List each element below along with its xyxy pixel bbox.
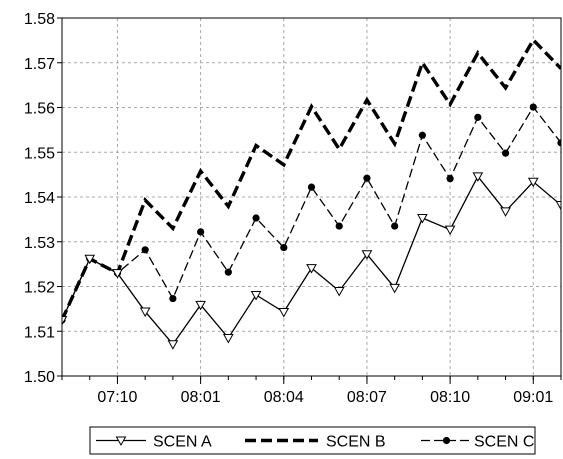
y-tick-label: 1.50 bbox=[24, 369, 55, 386]
data-point-scen-c bbox=[307, 183, 316, 191]
y-tick-label: 1.52 bbox=[24, 280, 55, 297]
x-axis-ticks: 07:10 08:01 08:04 08:07 08:10 09:01 bbox=[61, 376, 562, 406]
data-point-scen-c bbox=[391, 222, 399, 230]
data-point-scen-c bbox=[501, 149, 510, 157]
data-point-scen-a bbox=[333, 286, 345, 297]
y-tick-label: 1.58 bbox=[24, 11, 55, 28]
data-point-scen-a bbox=[84, 254, 96, 265]
data-point-scen-c bbox=[335, 222, 343, 230]
x-tick-label: 08:07 bbox=[347, 389, 387, 406]
data-point-scen-c bbox=[474, 113, 482, 121]
data-point-scen-a bbox=[389, 283, 401, 294]
data-point-scen-a bbox=[139, 307, 151, 318]
gridlines bbox=[62, 18, 561, 376]
data-point-scen-a bbox=[62, 316, 68, 326]
y-tick-label: 1.51 bbox=[24, 324, 55, 341]
data-point-scen-c bbox=[557, 139, 561, 147]
data-point-scen-a bbox=[500, 207, 511, 217]
data-point-scen-a bbox=[417, 214, 428, 224]
legend-marker-scen-c bbox=[442, 436, 451, 445]
series-line-scen-b bbox=[62, 37, 561, 321]
y-tick-label: 1.55 bbox=[24, 145, 55, 162]
legend: SCEN A SCEN B SCEN C bbox=[89, 426, 536, 455]
data-point-scen-a bbox=[112, 269, 123, 279]
y-tick-label: 1.53 bbox=[24, 235, 55, 252]
y-tick-label: 1.54 bbox=[24, 190, 55, 207]
data-point-scen-c bbox=[197, 228, 205, 236]
data-point-scen-c bbox=[446, 175, 454, 183]
legend-marker-scen-a bbox=[115, 436, 127, 447]
x-tick-label: 08:04 bbox=[264, 389, 304, 406]
y-tick-label: 1.56 bbox=[24, 101, 55, 118]
y-tick-label: 1.57 bbox=[24, 56, 55, 73]
data-point-scen-a bbox=[555, 201, 561, 211]
data-point-scen-a bbox=[361, 250, 373, 260]
data-point-scen-a bbox=[527, 177, 539, 188]
data-point-scen-a bbox=[222, 333, 234, 344]
data-point-scen-a bbox=[195, 300, 206, 311]
legend-label-scen-b: SCEN B bbox=[326, 434, 386, 451]
x-tick-label: 08:10 bbox=[430, 389, 470, 406]
x-tick-label: 08:01 bbox=[181, 389, 221, 406]
x-tick-label: 09:01 bbox=[513, 389, 553, 406]
data-point-scen-c bbox=[280, 243, 288, 252]
data-point-scen-c bbox=[252, 214, 260, 222]
data-point-scen-a bbox=[444, 225, 456, 236]
legend-label-scen-c: SCEN C bbox=[474, 434, 534, 451]
data-point-scen-c bbox=[418, 131, 426, 139]
data-point-scen-a bbox=[167, 340, 179, 350]
data-point-scen-a bbox=[278, 308, 290, 318]
data-point-scen-a bbox=[306, 264, 317, 274]
data-point-scen-c bbox=[529, 103, 537, 111]
data-point-scen-c bbox=[169, 294, 177, 303]
series-layer bbox=[62, 37, 561, 350]
data-point-scen-c bbox=[141, 246, 149, 254]
legend-label-scen-a: SCEN A bbox=[153, 434, 212, 451]
x-tick-label: 07:10 bbox=[97, 389, 137, 406]
data-point-scen-a bbox=[472, 172, 484, 182]
y-axis-ticks: 1.50 1.51 1.52 1.53 1.54 1.55 1.56 1.57 1.58 bbox=[24, 11, 62, 386]
data-point-scen-c bbox=[363, 174, 371, 182]
data-point-scen-c bbox=[224, 268, 232, 276]
data-point-scen-a bbox=[250, 291, 262, 301]
